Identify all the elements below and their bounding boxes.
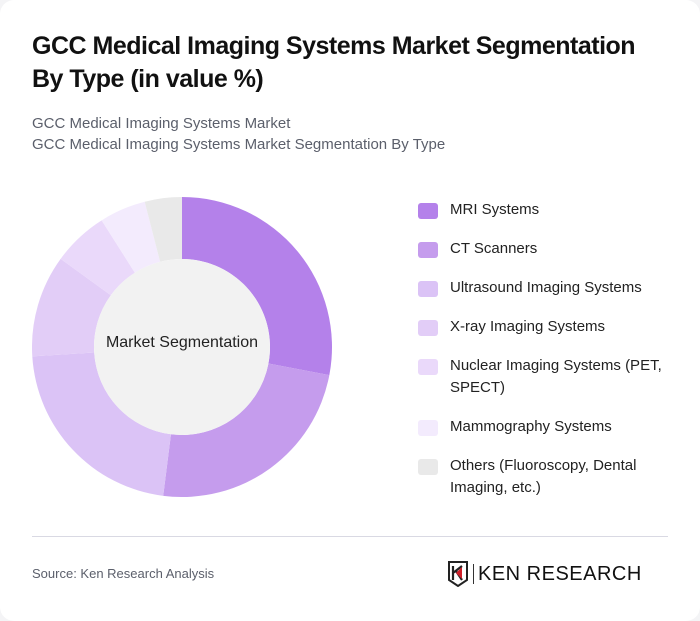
subtitle-line-2: GCC Medical Imaging Systems Market Segme…: [32, 136, 446, 153]
legend-item-ultrasound: Ultrasound Imaging Systems: [418, 277, 678, 299]
donut-segment: [32, 352, 171, 496]
donut-segment: [182, 197, 332, 376]
donut-segment: [163, 363, 330, 497]
donut-segment: [60, 220, 135, 296]
donut-segment: [32, 258, 111, 357]
chart-legend: MRI Systems CT Scanners Ultrasound Imagi…: [418, 199, 678, 516]
legend-label: CT Scanners: [450, 240, 538, 257]
donut-chart: [32, 197, 332, 497]
donut-segment: [101, 201, 161, 273]
legend-label: Others (Fluoroscopy, Dental Imaging, etc…: [450, 457, 637, 496]
subtitle-line-1: GCC Medical Imaging Systems Market: [32, 115, 291, 132]
legend-swatch: [418, 420, 438, 436]
donut-hole: [94, 259, 270, 435]
source-note: Source: Ken Research Analysis: [32, 566, 215, 581]
legend-item-xray: X-ray Imaging Systems: [418, 316, 678, 338]
legend-swatch: [418, 203, 438, 219]
legend-swatch: [418, 281, 438, 297]
logo-separator: [473, 564, 474, 584]
donut-segment: [144, 197, 182, 262]
legend-swatch: [418, 320, 438, 336]
legend-swatch: [418, 359, 438, 375]
legend-item-mri: MRI Systems: [418, 199, 678, 221]
ken-research-logo: KEN RESEARCH: [447, 561, 642, 587]
chart-title: GCC Medical Imaging Systems Market Segme…: [32, 32, 636, 93]
legend-item-nuclear: Nuclear Imaging Systems (PET, SPECT): [418, 355, 678, 399]
legend-label: Mammography Systems: [450, 418, 612, 435]
legend-swatch: [418, 459, 438, 475]
chart-subtitle: GCC Medical Imaging Systems Market GCC M…: [32, 113, 445, 155]
donut-center-label: Market Segmentation: [105, 334, 259, 351]
footer-divider: [32, 536, 668, 537]
legend-item-ct: CT Scanners: [418, 238, 678, 260]
legend-label: MRI Systems: [450, 201, 540, 218]
legend-item-mammography: Mammography Systems: [418, 416, 678, 438]
logo-text: KEN RESEARCH: [478, 562, 642, 585]
ken-research-shield-icon: [448, 561, 468, 587]
legend-swatch: [418, 242, 438, 258]
legend-label: X-ray Imaging Systems: [450, 318, 606, 335]
legend-label: Ultrasound Imaging Systems: [450, 279, 642, 296]
legend-label: Nuclear Imaging Systems (PET, SPECT): [450, 357, 662, 396]
legend-item-others: Others (Fluoroscopy, Dental Imaging, etc…: [418, 455, 678, 499]
